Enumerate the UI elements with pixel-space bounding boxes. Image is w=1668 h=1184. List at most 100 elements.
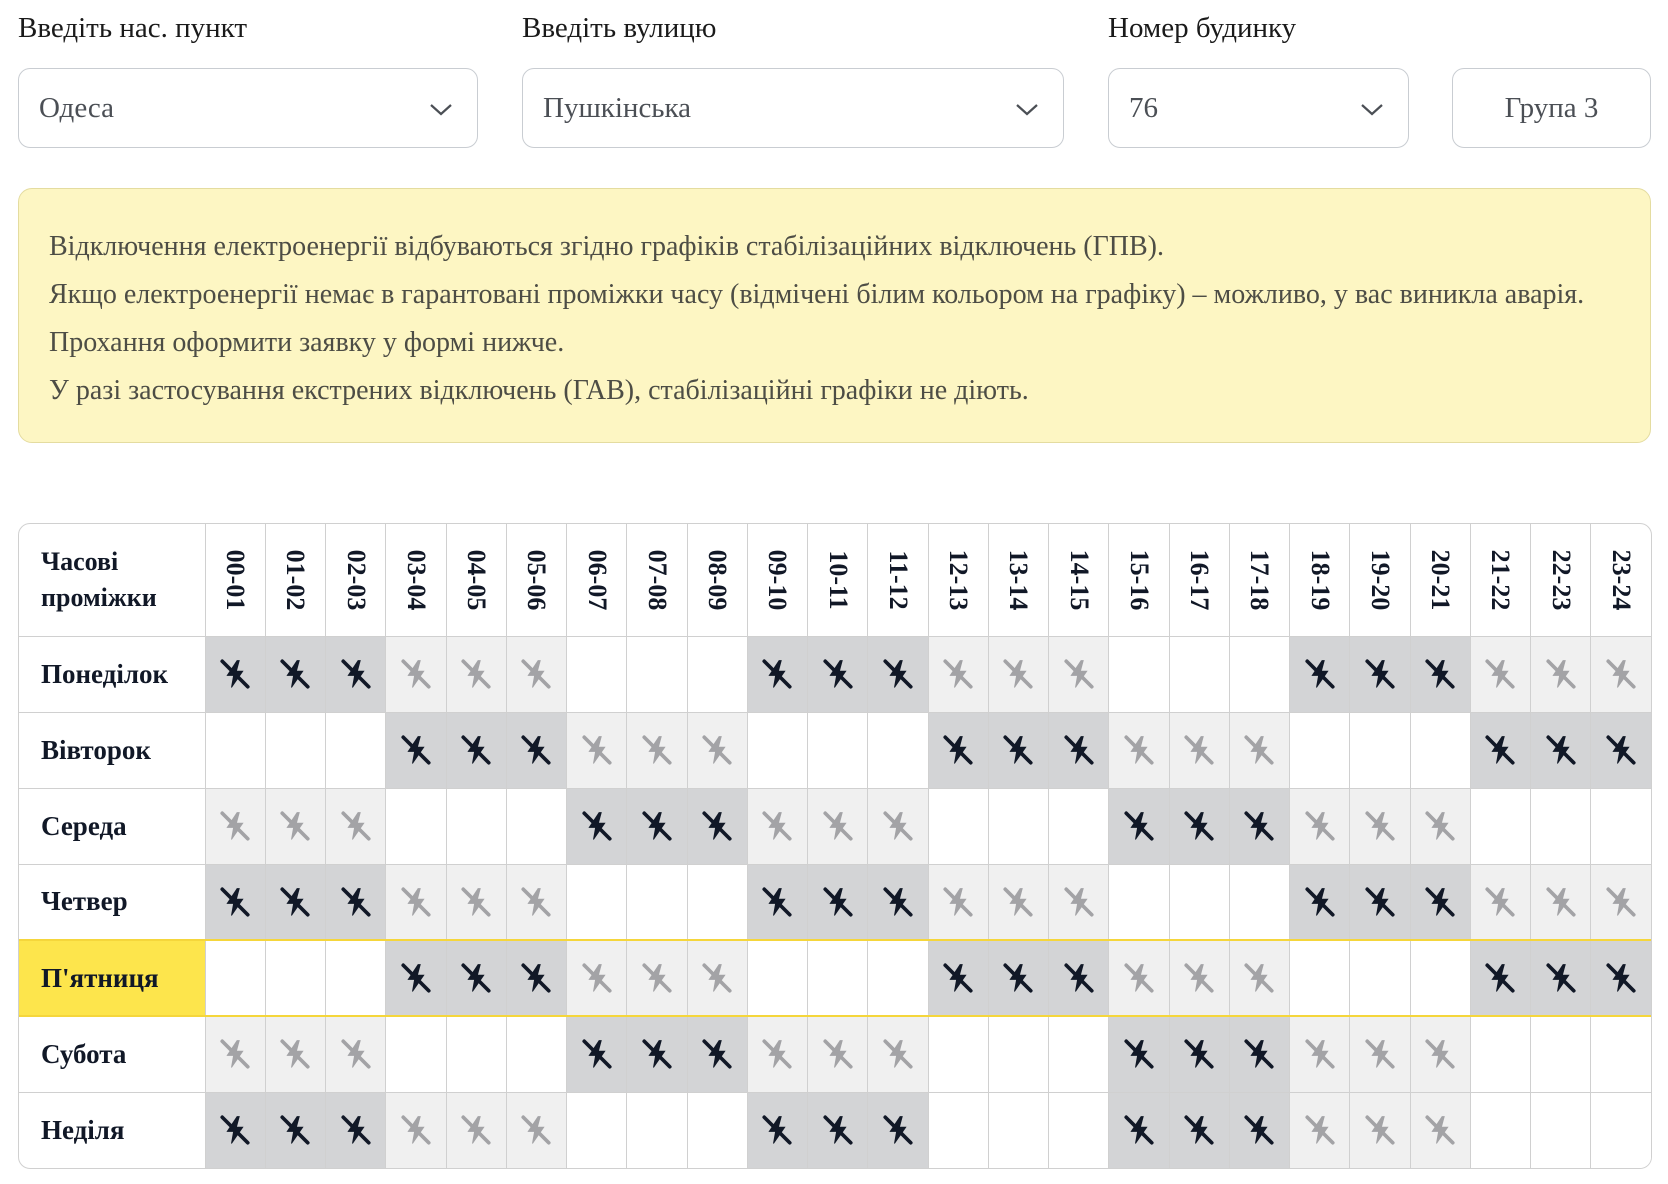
hour-header: 11-12 — [867, 524, 929, 637]
slot-power — [1228, 635, 1291, 713]
power-off-icon — [1350, 1037, 1409, 1071]
power-off-icon — [386, 961, 445, 995]
slot-outage — [385, 939, 447, 1017]
slot-outage — [927, 711, 989, 789]
hour-label: 23-24 — [1607, 549, 1637, 611]
slot-possible-outage — [927, 863, 989, 941]
power-off-icon — [1230, 1037, 1289, 1071]
power-off-icon — [326, 885, 385, 919]
notice-line: У разі застосування екстрених відключень… — [49, 375, 1029, 406]
slot-outage — [264, 1091, 327, 1168]
power-off-icon — [868, 885, 927, 919]
power-off-icon — [868, 1037, 927, 1071]
hour-label: 20-21 — [1426, 549, 1456, 611]
slot-outage — [987, 939, 1050, 1017]
day-label: Четвер — [19, 863, 206, 941]
hour-label: 04-05 — [462, 549, 492, 611]
slot-possible-outage — [746, 787, 809, 865]
slot-power — [746, 939, 809, 1017]
street-select[interactable]: Пушкінська — [522, 68, 1064, 148]
slot-power — [1288, 711, 1351, 789]
power-off-icon — [808, 1037, 867, 1071]
power-off-icon — [1290, 1037, 1349, 1071]
power-off-icon — [627, 1037, 686, 1071]
power-off-icon — [507, 733, 566, 767]
slot-outage — [264, 635, 327, 713]
slot-outage — [445, 711, 507, 789]
slot-power — [385, 1015, 447, 1093]
power-off-icon — [567, 809, 626, 843]
power-off-icon — [868, 1113, 927, 1147]
power-off-icon — [206, 657, 265, 691]
power-off-icon — [447, 733, 506, 767]
hour-label: 00-01 — [221, 549, 251, 611]
schedule-row: Четвер — [19, 863, 1651, 941]
slot-outage — [1288, 635, 1351, 713]
slot-outage — [1590, 939, 1651, 1017]
slot-power — [1590, 1015, 1651, 1093]
power-off-icon — [1471, 961, 1530, 995]
slot-outage — [1108, 1091, 1170, 1168]
slot-power — [626, 635, 688, 713]
slot-possible-outage — [867, 1015, 929, 1093]
slot-power — [1409, 939, 1471, 1017]
hour-header: 13-14 — [987, 524, 1050, 637]
schedule-header-row: Часові проміжки 00-01 01-02 02-03 03-04 04-0… — [19, 524, 1651, 637]
slot-power — [806, 711, 869, 789]
slot-power — [1349, 939, 1411, 1017]
settlement-select[interactable]: Одеса — [18, 68, 478, 148]
power-off-icon — [1591, 885, 1651, 919]
hour-header: 05-06 — [505, 524, 568, 637]
power-off-icon — [989, 885, 1048, 919]
slot-possible-outage — [1349, 787, 1411, 865]
schedule-table: Часові проміжки 00-01 01-02 02-03 03-04 04-0… — [19, 524, 1651, 1168]
slot-outage — [1529, 939, 1592, 1017]
power-off-icon — [1109, 961, 1168, 995]
house-number-select[interactable]: 76 — [1108, 68, 1409, 148]
power-off-icon — [868, 657, 927, 691]
slot-possible-outage — [1168, 939, 1230, 1017]
power-off-icon — [507, 961, 566, 995]
hour-header: 04-05 — [445, 524, 507, 637]
house-number-value: 76 — [1129, 91, 1158, 124]
day-label: Вівторок — [19, 711, 206, 789]
slot-power — [1590, 1091, 1651, 1168]
slot-power — [445, 787, 507, 865]
hour-label: 02-03 — [341, 549, 371, 611]
slot-power — [1469, 1091, 1532, 1168]
slot-possible-outage — [264, 787, 327, 865]
power-off-icon — [326, 657, 385, 691]
power-off-icon — [1109, 809, 1168, 843]
hour-label: 18-19 — [1305, 549, 1335, 611]
power-off-icon — [748, 1113, 807, 1147]
power-off-icon — [386, 657, 445, 691]
slot-power — [1529, 1091, 1592, 1168]
hour-header: 09-10 — [746, 524, 809, 637]
power-off-icon — [1411, 809, 1470, 843]
slot-possible-outage — [445, 1091, 507, 1168]
slot-outage — [806, 635, 869, 713]
slot-possible-outage — [385, 635, 447, 713]
slot-possible-outage — [1349, 1015, 1411, 1093]
slot-outage — [987, 711, 1050, 789]
slot-possible-outage — [1047, 635, 1110, 713]
slot-outage — [1168, 1015, 1230, 1093]
power-off-icon — [1049, 961, 1108, 995]
settlement-label: Введіть нас. пункт — [18, 12, 247, 44]
power-off-icon — [1411, 1037, 1470, 1071]
power-off-icon — [1531, 961, 1590, 995]
power-off-icon — [1170, 1113, 1229, 1147]
slot-possible-outage — [1349, 1091, 1411, 1168]
slot-possible-outage — [1469, 635, 1532, 713]
slot-possible-outage — [1529, 863, 1592, 941]
hour-label: 13-14 — [1004, 549, 1034, 611]
hour-label: 16-17 — [1185, 549, 1215, 611]
slot-outage — [1228, 1091, 1291, 1168]
schedule-row: Понеділок — [19, 635, 1651, 713]
hour-header: 00-01 — [204, 524, 266, 637]
slot-possible-outage — [1168, 711, 1230, 789]
slot-possible-outage — [686, 939, 748, 1017]
power-off-icon — [1531, 885, 1590, 919]
power-off-icon — [1350, 885, 1409, 919]
slot-outage — [565, 787, 628, 865]
